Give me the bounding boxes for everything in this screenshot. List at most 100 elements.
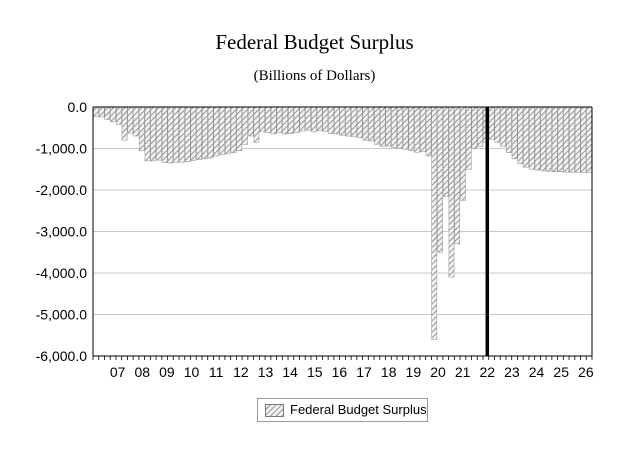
bar — [288, 106, 294, 134]
bar — [98, 106, 105, 118]
bar — [442, 106, 449, 197]
x-tick-label: 07 — [110, 364, 126, 380]
bar — [144, 106, 151, 162]
bar — [196, 106, 202, 160]
bar — [110, 106, 116, 123]
bar — [523, 106, 529, 168]
y-tick-label: -3,000.0 — [36, 224, 88, 240]
bar — [316, 106, 323, 131]
bar — [219, 106, 225, 155]
bar — [202, 106, 208, 160]
bar — [465, 106, 472, 170]
legend-label: Federal Budget Surplus — [290, 402, 427, 417]
bar — [236, 106, 243, 151]
bar — [574, 106, 581, 173]
chart-title: Federal Budget Surplus — [215, 30, 414, 54]
bar — [419, 106, 426, 153]
bar — [345, 106, 352, 137]
bar — [534, 106, 541, 171]
bar — [265, 106, 271, 133]
legend-swatch — [265, 404, 284, 417]
bar — [138, 106, 145, 151]
bar — [190, 106, 197, 161]
x-tick-label: 23 — [504, 364, 520, 380]
x-tick-label: 09 — [159, 364, 175, 380]
bar — [414, 106, 420, 153]
bar — [224, 106, 231, 155]
bar — [580, 106, 587, 173]
bar — [494, 106, 501, 143]
bar — [448, 106, 455, 278]
bar — [133, 106, 139, 137]
bar — [385, 106, 392, 147]
bar — [253, 106, 260, 143]
bar — [121, 106, 128, 141]
x-tick-label: 12 — [233, 364, 249, 380]
x-tick-label: 22 — [479, 364, 495, 380]
bar — [506, 106, 512, 153]
x-tick-label: 19 — [406, 364, 422, 380]
bar — [477, 106, 483, 147]
bar — [551, 106, 558, 172]
x-tick-label: 14 — [282, 364, 298, 380]
bar — [425, 106, 432, 157]
bar — [213, 106, 220, 157]
bar — [408, 106, 415, 151]
bar — [557, 106, 564, 172]
bar — [517, 106, 524, 165]
bar — [454, 106, 461, 245]
bar — [127, 106, 134, 134]
chart-legend: Federal Budget Surplus — [257, 398, 428, 422]
x-tick-label: 08 — [134, 364, 150, 380]
bar — [328, 106, 334, 134]
bar — [179, 106, 185, 163]
bar — [569, 106, 575, 173]
x-tick-label: 16 — [332, 364, 348, 380]
x-tick-label: 11 — [209, 364, 224, 380]
x-tick-label: 15 — [307, 364, 323, 380]
bar — [293, 106, 300, 133]
bar — [305, 106, 311, 131]
bar — [150, 106, 157, 162]
bar — [511, 106, 518, 160]
bar — [500, 106, 506, 147]
bar — [230, 106, 237, 153]
x-tick-label: 18 — [381, 364, 397, 380]
bar — [362, 106, 369, 141]
bar — [311, 106, 317, 133]
y-tick-label: -4,000.0 — [36, 265, 88, 281]
x-tick-label: 21 — [455, 364, 471, 380]
bar — [115, 106, 122, 125]
bar — [184, 106, 191, 163]
bar — [397, 106, 403, 149]
x-tick-label: 17 — [356, 364, 372, 380]
bar — [339, 106, 346, 136]
bar — [247, 106, 254, 137]
bar — [540, 106, 547, 172]
x-tick-label: 20 — [430, 364, 446, 380]
bar — [259, 106, 266, 133]
x-tick-label: 24 — [529, 364, 545, 380]
bar — [379, 106, 386, 147]
y-tick-label: -1,000.0 — [36, 141, 88, 157]
bar — [356, 106, 363, 138]
bar — [471, 106, 478, 149]
bar — [156, 106, 162, 161]
bar — [431, 106, 438, 340]
bar — [368, 106, 374, 142]
bar — [104, 106, 111, 120]
bar — [276, 106, 283, 133]
x-tick-label: 10 — [184, 364, 200, 380]
bar — [402, 106, 409, 150]
bar — [333, 106, 340, 135]
bar — [282, 106, 288, 135]
y-tick-label: -6,000.0 — [36, 348, 88, 364]
bar — [374, 106, 380, 145]
bar — [351, 106, 357, 138]
bar — [242, 106, 248, 145]
bar — [488, 106, 495, 140]
bar — [563, 106, 570, 173]
chart-subtitle: (Billions of Dollars) — [253, 68, 376, 84]
bar — [528, 106, 535, 170]
